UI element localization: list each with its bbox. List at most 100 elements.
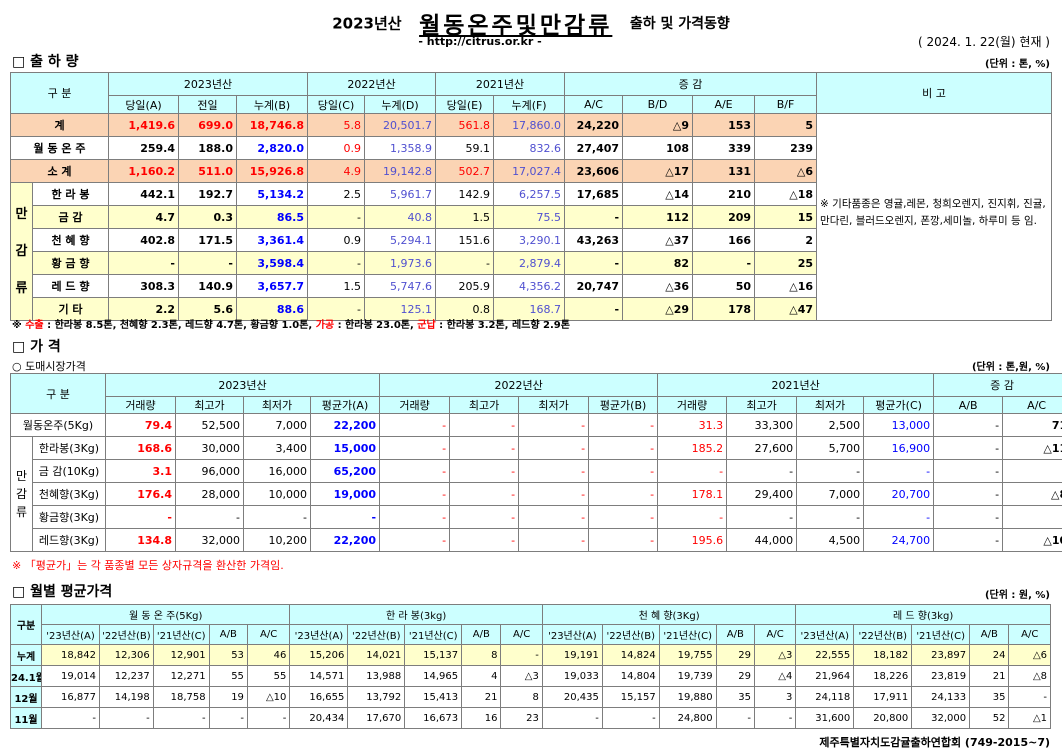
cell: - [518, 436, 590, 460]
cell: - [175, 505, 244, 529]
cell: 15,926.8 [235, 159, 309, 183]
cell: - [307, 205, 366, 229]
cell: - [309, 505, 381, 529]
cell: 185.2 [657, 436, 728, 460]
cell: 19,033 [541, 665, 603, 687]
report-date: ( 2024. 1. 22(월) 현재 ) [918, 35, 1050, 49]
monthly-subheader: '22년산(B) [98, 624, 154, 645]
cell: - [379, 528, 451, 552]
cell: 14,804 [601, 665, 660, 687]
cell: 502.7 [435, 159, 495, 183]
cell: - [863, 459, 935, 483]
cell: 171.5 [178, 228, 237, 252]
cell: - [500, 644, 543, 666]
cell: 0.3 [178, 205, 237, 229]
row-label: 기 타 [32, 297, 109, 321]
cell: - [518, 459, 590, 483]
cell: 14,824 [601, 644, 660, 666]
cell: - [449, 459, 520, 483]
cell: 3,290.1 [493, 228, 566, 252]
cell: - [152, 707, 210, 729]
monthly-subheader: A/B [715, 624, 755, 645]
cell: 19,739 [658, 665, 717, 687]
cell: 12,306 [98, 644, 154, 666]
table-row: 천 혜 향 402.8 171.5 3,361.4 0.9 5,294.1 151.6 3,2… [11, 228, 1052, 252]
cell: - [208, 707, 248, 729]
monthly-subheader: '23년산(A) [541, 624, 603, 645]
cell: 4.9 [307, 159, 366, 183]
cell: 24,220 [564, 113, 624, 137]
monthly-subheader: '23년산(A) [289, 624, 349, 645]
monthly-subheader: '21년산(C) [152, 624, 210, 645]
monthly-group-header: 천 혜 향(3Kg) [541, 604, 797, 625]
cell: 1.5 [435, 205, 495, 229]
table-row: 황금향(3Kg)-------------- [11, 505, 1062, 529]
cell: △14 [622, 182, 694, 206]
cell: - [178, 251, 237, 275]
cell: 153 [692, 113, 756, 137]
cell: 3,598.4 [235, 251, 309, 275]
monthly-subheader: '22년산(B) [601, 624, 660, 645]
cell: 134.8 [105, 528, 176, 552]
cell: 27,600 [726, 436, 798, 460]
cell: - [588, 505, 659, 529]
cell: - [518, 528, 590, 552]
cell: 21,964 [795, 665, 855, 687]
row-label: 한라봉(3Kg) [32, 436, 106, 460]
cell: 14,965 [404, 665, 463, 687]
cell: 23 [500, 707, 543, 729]
cell: 24,700 [863, 528, 935, 552]
table-row: 월 동 온 주 259.4 188.0 2,820.0 0.9 1,358.9 59.1 83… [10, 136, 1052, 160]
cell: 14,198 [98, 686, 154, 708]
cell: 19,014 [41, 665, 100, 687]
cell: 18,842 [41, 644, 100, 666]
cell: △9 [622, 113, 694, 137]
cell: 12,901 [152, 644, 210, 666]
cell: 29,400 [726, 482, 798, 506]
cell: - [796, 505, 865, 529]
cell: - [246, 707, 291, 729]
cell: 15,000 [309, 436, 381, 460]
row-label: 황 금 향 [32, 251, 109, 275]
price-subheader: 평균가(B) [588, 396, 659, 414]
cell: 17,670 [347, 707, 406, 729]
cell: 131 [692, 159, 756, 183]
cell: - [541, 707, 603, 729]
cell: 18,182 [853, 644, 913, 666]
cell: 30,000 [175, 436, 244, 460]
cell: 28,000 [175, 482, 244, 506]
cell: 108 [622, 136, 694, 160]
cell: 20,435 [541, 686, 603, 708]
section-price-unit: (단위 : 톤,원, %) [971, 362, 1050, 373]
row-label: 천 혜 향 [32, 228, 109, 252]
shipment-subheader: 당일(C) [307, 95, 366, 114]
shipment-subheader: A/E [692, 95, 756, 114]
table-row: 만감류 한 라 봉 442.1 192.7 5,134.2 2.5 5,961.7 142.9… [10, 182, 1052, 321]
table-row: 계 1,419.6 699.0 18,746.8 5.8 20,501.7 561.8 17,… [10, 113, 1053, 321]
monthly-subheader: A/C [246, 624, 291, 645]
cell: △11 [1002, 436, 1062, 460]
cell: - [307, 251, 366, 275]
cell: - [449, 436, 520, 460]
table-row: 천혜향(3Kg) 176.4 28,000 10,000 19,000- - - -178.1… [11, 482, 1062, 506]
cell: - [715, 707, 755, 729]
section-monthly-title: □ 월별 평균가격 [12, 584, 113, 600]
cell: 50 [692, 274, 756, 298]
cell: - [657, 459, 728, 483]
cell: 2.2 [108, 297, 179, 321]
cell: 2 [754, 228, 818, 252]
cell: △16 [754, 274, 818, 298]
cell: 25 [754, 251, 818, 275]
cell: 16,877 [41, 686, 100, 708]
cell: 23,819 [911, 665, 971, 687]
monthly-subheader: '21년산(C) [404, 624, 463, 645]
cell: 35 [969, 686, 1010, 708]
table-row: 누계 18,842 12,306 12,901 53 46 15,206 14,021 15,1… [9, 644, 1051, 666]
cell: - [692, 251, 756, 275]
cell: 19,880 [658, 686, 717, 708]
cell: - [449, 505, 520, 529]
monthly-subheader: '22년산(B) [853, 624, 913, 645]
cell: 21 [969, 665, 1010, 687]
cell: - [379, 413, 451, 437]
cell: 259.4 [108, 136, 179, 160]
